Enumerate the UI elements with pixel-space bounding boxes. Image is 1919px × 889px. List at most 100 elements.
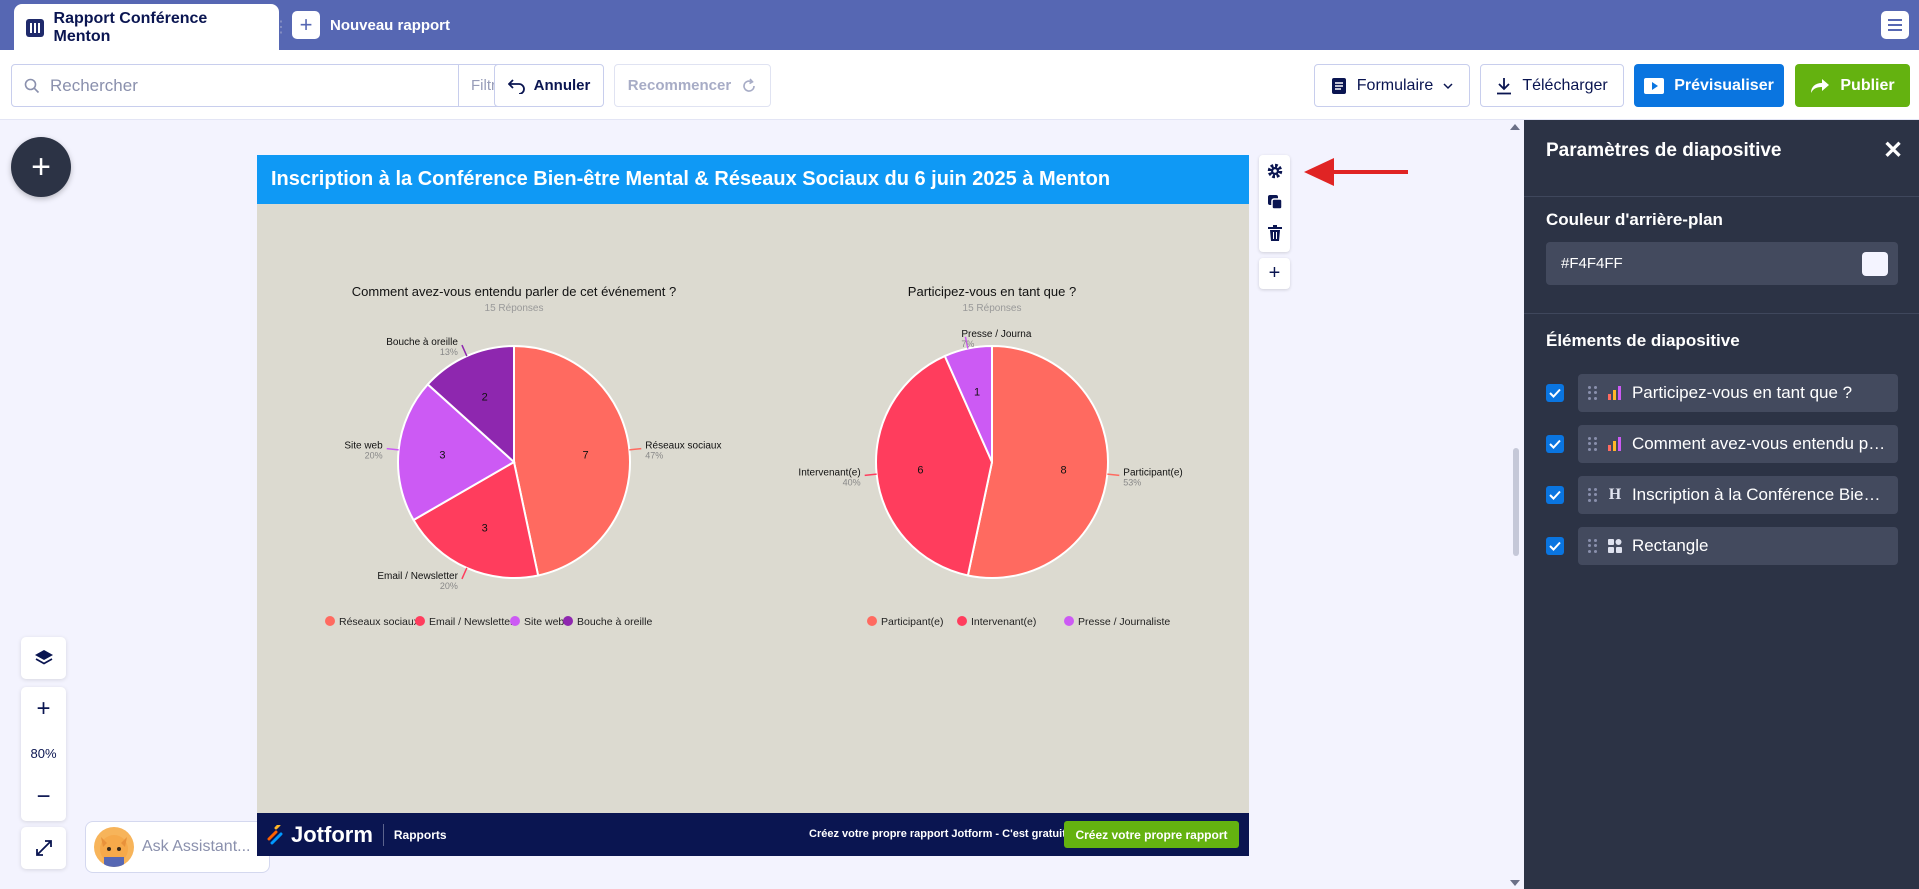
element-label: Participez-vous en tant que ? <box>1631 383 1853 402</box>
scroll-up-icon[interactable] <box>1510 123 1520 131</box>
slice-value-label: 6 <box>917 465 923 477</box>
slice-category-label: Réseaux sociaux <box>645 441 721 452</box>
slice-category-label: Email / Newsletter <box>377 571 458 582</box>
slide-element-row[interactable]: Rectangle <box>1546 527 1898 565</box>
duplicate-button[interactable] <box>1259 186 1290 217</box>
element-item[interactable]: H Inscription à la Conférence Bien-être M… <box>1577 476 1898 514</box>
check-icon <box>1549 490 1561 500</box>
slice-category-label: Bouche à oreille <box>386 337 458 348</box>
legend-marker <box>1064 616 1074 626</box>
slice-percent-label: 53% <box>1123 477 1141 487</box>
drag-handle-icon[interactable] <box>1587 437 1598 451</box>
create-report-button[interactable]: Créez votre propre rapport <box>1064 821 1239 848</box>
panel-title: Paramètres de diapositive <box>1546 140 1782 161</box>
element-checkbox[interactable] <box>1546 435 1564 453</box>
scrollbar-thumb[interactable] <box>1513 448 1519 556</box>
footer-cta-text: Créez votre propre rapport Jotform - C'e… <box>809 828 1066 840</box>
slide[interactable]: Inscription à la Conférence Bien-être Me… <box>257 155 1249 856</box>
assistant-placeholder: Ask Assistant... <box>142 838 251 855</box>
slide-element-row[interactable]: H Inscription à la Conférence Bien-être M… <box>1546 476 1898 514</box>
slice-percent-label: 20% <box>365 451 383 461</box>
shape-icon <box>1607 539 1622 553</box>
plus-icon: + <box>292 11 320 39</box>
pie-slice <box>397 382 516 522</box>
zoom-controls: + 80% − <box>21 687 66 821</box>
pie-slice <box>943 344 993 463</box>
preview-button[interactable]: Prévisualiser <box>1634 64 1784 107</box>
slice-percent-label: 7% <box>961 339 974 349</box>
publish-button[interactable]: Publier <box>1795 64 1910 107</box>
element-item[interactable]: Comment avez-vous entendu parler de cet … <box>1577 425 1898 463</box>
gear-icon <box>1267 163 1282 178</box>
close-icon[interactable]: ✕ <box>1883 137 1904 164</box>
fullscreen-button[interactable] <box>21 827 66 869</box>
zoom-in-button[interactable]: + <box>36 695 51 722</box>
redo-button[interactable]: Recommencer <box>614 64 771 107</box>
slice-percent-label: 13% <box>440 347 458 357</box>
delete-button[interactable] <box>1259 217 1290 248</box>
slice-value-label: 3 <box>482 523 488 535</box>
elements-label: Éléments de diapositive <box>1546 331 1740 350</box>
pie-slice <box>426 344 515 465</box>
pie-slice <box>513 344 631 577</box>
assistant-avatar <box>94 827 134 867</box>
check-icon <box>1549 388 1561 398</box>
ask-assistant[interactable]: Ask Assistant... <box>85 821 270 873</box>
element-checkbox[interactable] <box>1546 384 1564 402</box>
slide-title[interactable]: Inscription à la Conférence Bien-être Me… <box>257 155 1249 204</box>
slide-element-row[interactable]: Participez-vous en tant que ? <box>1546 374 1898 412</box>
slice-category-label: Presse / Journa <box>961 329 1031 340</box>
element-item[interactable]: Participez-vous en tant que ? <box>1577 374 1898 412</box>
element-item[interactable]: Rectangle <box>1577 527 1898 565</box>
new-report-tab[interactable]: + Nouveau rapport <box>292 11 450 39</box>
leader-line <box>1107 473 1120 477</box>
tab-active-report[interactable]: Rapport Conférence Menton ⋮ <box>14 4 289 51</box>
bg-color-value: #F4F4FF <box>1561 255 1623 272</box>
drag-handle-icon[interactable] <box>1587 488 1598 502</box>
bg-color-field[interactable]: #F4F4FF <box>1546 242 1898 285</box>
chevron-down-icon <box>1443 82 1453 89</box>
legend-marker <box>867 616 877 626</box>
drag-handle-icon[interactable] <box>1587 539 1598 553</box>
undo-button[interactable]: Annuler <box>494 64 604 107</box>
copy-icon <box>1267 194 1283 210</box>
download-button[interactable]: Télécharger <box>1480 64 1624 107</box>
check-icon <box>1549 439 1561 449</box>
legend-marker <box>510 616 520 626</box>
report-icon <box>26 18 44 37</box>
slice-percent-label: 20% <box>440 581 458 591</box>
form-dropdown[interactable]: Formulaire <box>1314 64 1470 107</box>
tab-options-icon[interactable]: ⋮ <box>273 19 289 35</box>
slide-element-row[interactable]: Comment avez-vous entendu parler de cet … <box>1546 425 1898 463</box>
element-label: Inscription à la Conférence Bien-être Me… <box>1631 485 1887 504</box>
slice-category-label: Site web <box>344 441 383 452</box>
drag-handle-icon[interactable] <box>1587 386 1598 400</box>
element-checkbox[interactable] <box>1546 537 1564 555</box>
red-arrow-icon <box>1304 158 1408 186</box>
chart-title: Participez-vous en tant que ? <box>908 284 1076 299</box>
add-slide-button[interactable]: + <box>1259 258 1290 289</box>
expand-icon <box>35 840 52 856</box>
charts-area[interactable]: Comment avez-vous entendu parler de cet … <box>257 204 1249 813</box>
menu-button[interactable] <box>1881 11 1909 39</box>
search-icon <box>24 78 40 93</box>
footer-divider <box>382 823 384 846</box>
settings-button[interactable] <box>1259 155 1290 186</box>
footer-section: Rapports <box>393 827 447 842</box>
scroll-down-icon[interactable] <box>1510 879 1520 887</box>
layers-button[interactable] <box>21 637 66 679</box>
layers-icon <box>34 650 53 665</box>
legend-label: Réseaux sociaux <box>339 616 420 628</box>
search-input[interactable] <box>50 75 430 96</box>
add-element-button[interactable]: + <box>11 137 71 197</box>
download-icon <box>1497 77 1512 94</box>
zoom-out-button[interactable]: − <box>36 783 51 810</box>
jotform-logo: Jotform <box>267 822 373 848</box>
slice-category-label: Intervenant(e) <box>798 467 860 478</box>
zoom-level: 80% <box>30 745 57 761</box>
trash-icon <box>1267 224 1282 241</box>
color-swatch[interactable] <box>1862 252 1888 276</box>
form-label: Formulaire <box>1356 76 1434 94</box>
panel-divider <box>1524 313 1919 314</box>
element-checkbox[interactable] <box>1546 486 1564 504</box>
